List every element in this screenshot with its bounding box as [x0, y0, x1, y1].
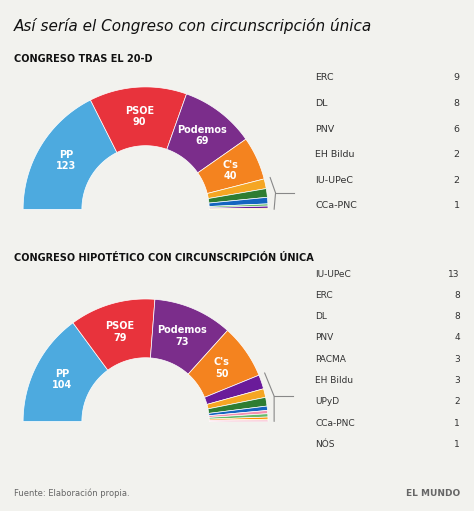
Polygon shape — [91, 87, 186, 152]
Polygon shape — [209, 410, 268, 417]
Polygon shape — [198, 139, 264, 194]
Text: IU-UPeC: IU-UPeC — [315, 176, 353, 184]
Text: 1: 1 — [454, 419, 460, 428]
Text: CCa-PNC: CCa-PNC — [315, 201, 357, 210]
Polygon shape — [188, 331, 259, 398]
Text: C's
40: C's 40 — [222, 160, 238, 181]
Text: Así sería el Congreso con circunscripción única: Así sería el Congreso con circunscripció… — [14, 18, 373, 34]
Polygon shape — [209, 417, 268, 420]
Text: PACMA: PACMA — [315, 355, 346, 364]
Text: Podemos
73: Podemos 73 — [157, 325, 207, 346]
Polygon shape — [209, 208, 268, 210]
Text: 6: 6 — [454, 125, 460, 133]
Text: 2: 2 — [454, 397, 460, 406]
Polygon shape — [209, 421, 268, 422]
Polygon shape — [209, 197, 268, 206]
Text: PNV: PNV — [315, 333, 334, 342]
Polygon shape — [209, 419, 268, 421]
Polygon shape — [23, 323, 108, 422]
Text: CONGRESO HIPOTÉTICO CON CIRCUNSCRIPCIÓN ÚNICA: CONGRESO HIPOTÉTICO CON CIRCUNSCRIPCIÓN … — [14, 253, 314, 263]
Polygon shape — [150, 299, 228, 374]
Text: 1: 1 — [454, 440, 460, 449]
Text: PP
104: PP 104 — [53, 368, 73, 390]
Polygon shape — [23, 100, 117, 210]
Text: 4: 4 — [454, 333, 460, 342]
Polygon shape — [209, 206, 268, 209]
Text: PP
123: PP 123 — [56, 150, 76, 171]
Text: DL: DL — [315, 99, 328, 108]
Text: PSOE
79: PSOE 79 — [105, 321, 135, 343]
Polygon shape — [209, 406, 267, 416]
Polygon shape — [208, 189, 267, 203]
Text: ERC: ERC — [315, 74, 334, 82]
Text: EH Bildu: EH Bildu — [315, 150, 355, 159]
Text: C's
50: C's 50 — [214, 357, 230, 379]
Polygon shape — [208, 398, 267, 413]
Text: EL MUNDO: EL MUNDO — [406, 489, 460, 498]
Polygon shape — [209, 414, 268, 419]
Text: ERC: ERC — [315, 291, 333, 300]
Text: UPyD: UPyD — [315, 397, 339, 406]
Text: NÓS: NÓS — [315, 440, 335, 449]
Polygon shape — [204, 375, 264, 404]
Text: 3: 3 — [454, 376, 460, 385]
Text: PSOE
90: PSOE 90 — [125, 106, 154, 127]
Polygon shape — [207, 389, 265, 409]
Polygon shape — [73, 299, 155, 370]
Text: 13: 13 — [448, 269, 460, 278]
Text: DL: DL — [315, 312, 327, 321]
Text: EH Bildu: EH Bildu — [315, 376, 353, 385]
Text: 3: 3 — [454, 355, 460, 364]
Text: PNV: PNV — [315, 125, 335, 133]
Text: 8: 8 — [454, 312, 460, 321]
Text: 8: 8 — [454, 99, 460, 108]
Text: 1: 1 — [454, 201, 460, 210]
Polygon shape — [167, 94, 246, 173]
Polygon shape — [209, 204, 268, 207]
Text: 9: 9 — [454, 74, 460, 82]
Text: IU-UPeC: IU-UPeC — [315, 269, 351, 278]
Text: 8: 8 — [454, 291, 460, 300]
Text: CONGRESO TRAS EL 20-D: CONGRESO TRAS EL 20-D — [14, 54, 153, 64]
Text: Fuente: Elaboración propia.: Fuente: Elaboración propia. — [14, 489, 130, 498]
Polygon shape — [207, 179, 266, 199]
Text: 2: 2 — [454, 150, 460, 159]
Text: 2: 2 — [454, 176, 460, 184]
Text: CCa-PNC: CCa-PNC — [315, 419, 355, 428]
Text: Podemos
69: Podemos 69 — [177, 125, 227, 146]
